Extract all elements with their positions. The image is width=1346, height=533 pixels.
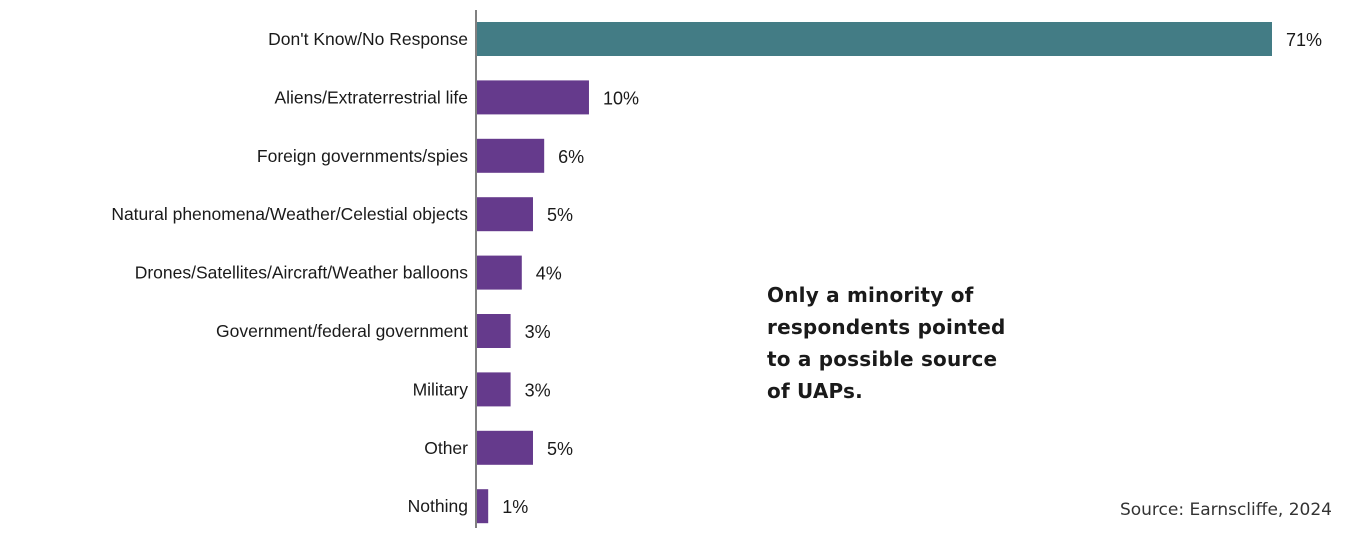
data-label: 4%: [536, 264, 562, 284]
category-label: Drones/Satellites/Aircraft/Weather ballo…: [135, 263, 469, 283]
category-label: Military: [413, 379, 469, 399]
source-note: Source: Earnscliffe, 2024: [1119, 500, 1332, 520]
chart-annotation: Only a minority of respondents pointed t…: [767, 283, 1006, 403]
category-label: Natural phenomena/Weather/Celestial obje…: [111, 204, 468, 224]
bar: [477, 255, 522, 290]
bar: [477, 372, 511, 407]
data-label: 5%: [547, 205, 573, 225]
bar: [477, 80, 589, 115]
category-label: Foreign governments/spies: [257, 146, 468, 166]
data-label: 6%: [558, 147, 584, 167]
bar: [477, 314, 511, 348]
bar: [477, 22, 1272, 56]
data-label: 5%: [547, 439, 573, 459]
bar: [477, 197, 533, 232]
data-label: 1%: [502, 497, 528, 517]
data-label: 3%: [525, 380, 551, 400]
bar: [477, 489, 489, 524]
data-label: 71%: [1286, 30, 1322, 50]
bar: [477, 138, 545, 173]
data-label: 3%: [525, 322, 551, 342]
category-label: Aliens/Extraterrestrial life: [274, 87, 468, 107]
category-label: Don't Know/No Response: [268, 29, 468, 49]
bar: [477, 430, 533, 465]
category-label: Government/federal government: [216, 321, 468, 341]
category-label: Nothing: [408, 496, 468, 516]
category-label: Other: [424, 438, 468, 458]
data-label: 10%: [603, 88, 639, 108]
